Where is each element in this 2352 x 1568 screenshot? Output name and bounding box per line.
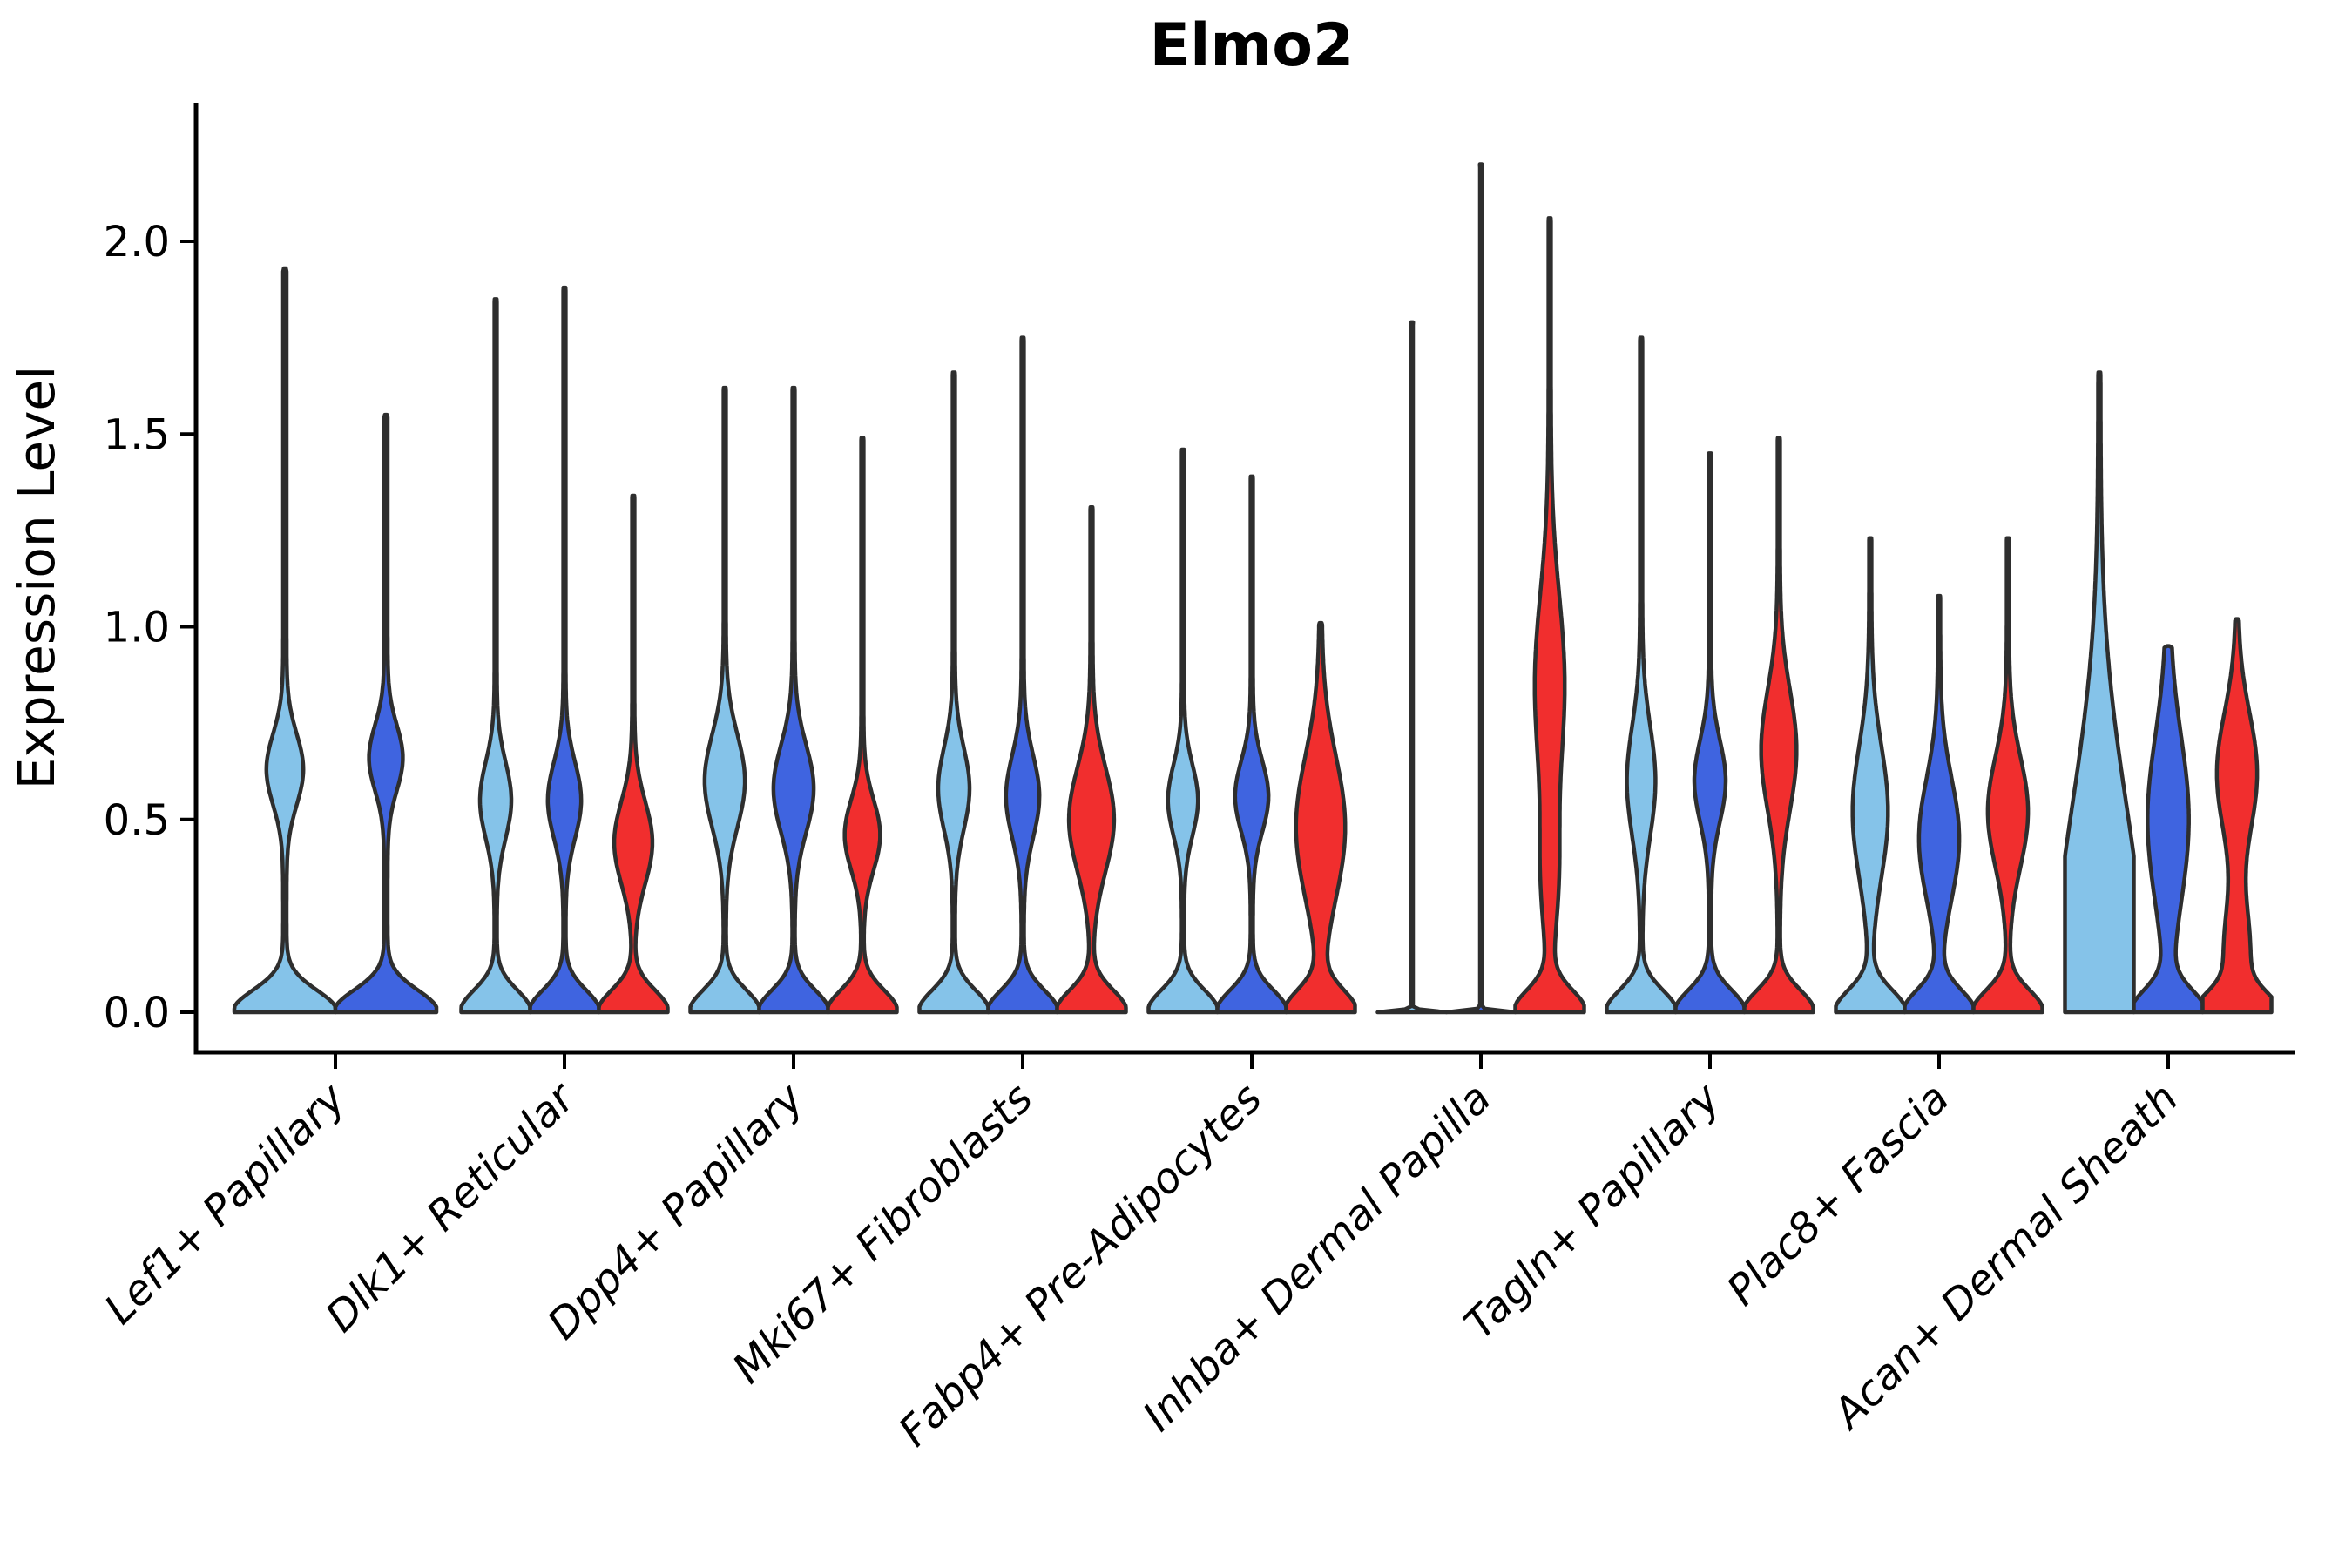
violin-dark-blue [1215,474,1288,1015]
x-tick-label: Plac8+ Fascia [1718,1074,1959,1315]
violin-red [826,436,899,1015]
y-axis-label: Expression Level [7,366,66,789]
violin-light-blue [1146,447,1220,1015]
violin-light-blue [459,297,532,1015]
axis-spines [193,103,2295,1055]
violin-dark-blue [2132,644,2205,1015]
x-tick-label: Tagln+ Papillary [1455,1073,1730,1348]
violin-red [1284,620,1357,1015]
x-tick-label: Dpp4+ Papillary [538,1073,814,1348]
x-tick-label: Fabp4+ Pre-Adipocytes [889,1074,1272,1456]
y-tick-label: 0.0 [104,989,170,1037]
x-tick-label: Lef1+ Papillary [95,1073,355,1334]
violin-red [1055,505,1128,1015]
violin-light-blue [1834,536,1907,1015]
violin-dark-blue [1673,451,1747,1015]
violin-light-blue [232,266,338,1015]
y-tick-label: 2.0 [104,218,170,267]
y-tick-label: 1.5 [104,410,170,459]
violin-dark-blue [333,412,439,1015]
violin-dark-blue [1903,593,1976,1015]
violin-dark-blue [986,335,1059,1015]
violin-dark-blue [528,285,601,1015]
violin-light-blue [1375,320,1449,1015]
violin-light-blue [2063,370,2136,1015]
y-tick-label: 0.5 [104,796,170,845]
violin-red [1742,436,1815,1015]
violin-red [1971,536,2044,1015]
violin-red [597,493,670,1015]
violin-dark-blue [1444,162,1517,1015]
violin-dark-blue [757,385,830,1015]
violin-light-blue [917,370,990,1015]
violin-red [2200,617,2274,1015]
violin-red [1513,216,1586,1015]
y-tick-label: 1.0 [104,604,170,652]
violin-light-blue [688,385,761,1015]
x-tick-label: Dlk1+ Reticular [316,1072,586,1342]
chart-title: Elmo2 [1150,11,1355,80]
violin-light-blue [1605,335,1678,1015]
